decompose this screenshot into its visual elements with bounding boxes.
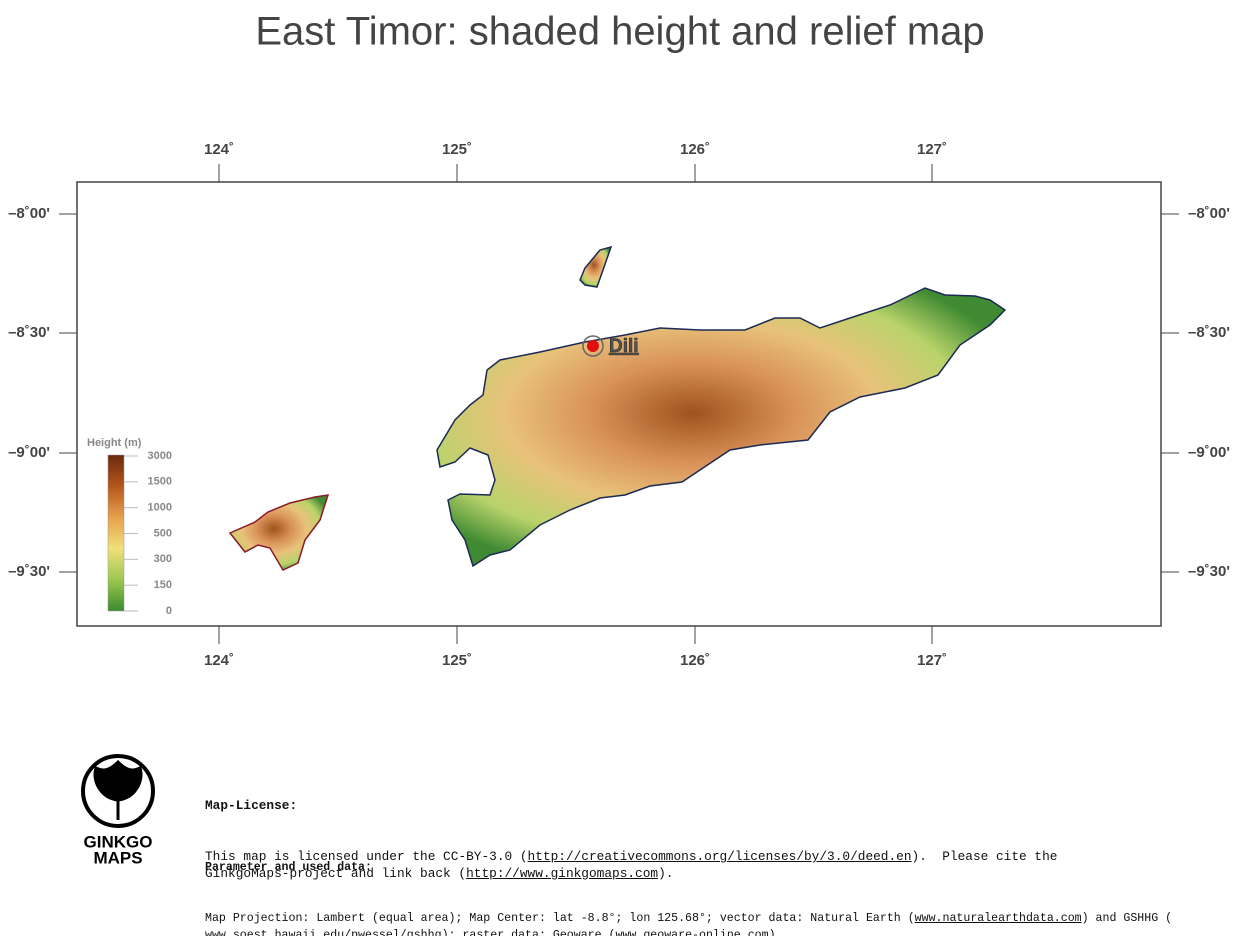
text-segment: ).	[658, 866, 674, 881]
oecusse-exclave	[228, 494, 330, 571]
lon-label: 124˚	[204, 141, 234, 158]
lat-label: –8˚30'	[8, 324, 50, 341]
license-block: Map-License: This map is licensed under …	[205, 763, 1057, 899]
license-title: Map-License:	[205, 798, 298, 813]
legend-label: 0	[166, 605, 172, 617]
legend-label: 3000	[148, 450, 172, 462]
lat-label: –8˚00'	[1188, 205, 1230, 222]
parameter-text: Map Projection: Lambert (equal area); Ma…	[205, 910, 1172, 936]
map-title: East Timor: shaded height and relief map	[255, 10, 984, 54]
text-line: GinkgoMaps-project and link back (http:/…	[205, 865, 1057, 882]
capital-marker	[587, 340, 599, 352]
text-line: www.soest.hawaii.edu/pwessel/gshhg); ras…	[205, 927, 1172, 936]
text-segment: ).	[768, 929, 783, 936]
link[interactable]: www.naturalearthdata.com	[914, 912, 1082, 925]
lat-label: –9˚30'	[1188, 563, 1230, 580]
parameter-title: Parameter and used data:	[205, 861, 372, 874]
lon-label: 125˚	[442, 652, 472, 669]
main-island	[436, 287, 1007, 568]
link[interactable]: http://creativecommons.org/licenses/by/3…	[527, 849, 912, 864]
legend-label: 1000	[148, 502, 172, 514]
logo-text: GINKGO	[84, 832, 153, 851]
legend-label: 500	[154, 527, 172, 539]
parameter-block: Parameter and used data: Map Projection:…	[205, 825, 1172, 936]
city-label: Dili	[609, 336, 639, 357]
legend-color-bar	[107, 454, 125, 612]
lon-label: 124˚	[204, 652, 234, 669]
lon-label: 126˚	[680, 652, 710, 669]
map-ticks: 124˚ 124˚ 125˚ 125˚ 126˚ 126˚ 127˚ 127˚ –8˚00' –8…	[8, 141, 1230, 669]
lon-label: 126˚	[680, 141, 710, 158]
legend-label: 150	[154, 579, 172, 591]
text-segment: Map Projection: Lambert (equal area); Ma…	[205, 912, 915, 925]
capital-ring	[582, 335, 604, 357]
logo-text: MAPS	[93, 848, 142, 867]
text-segment: ). Please cite the	[911, 849, 1058, 864]
legend-label: 1500	[148, 476, 172, 488]
lat-label: –9˚00'	[8, 444, 50, 461]
text-segment: This map is licensed under the CC-BY-3.0…	[205, 849, 528, 864]
lat-label: –8˚00'	[8, 205, 50, 222]
lat-label: –8˚30'	[1188, 324, 1230, 341]
legend-title: Height (m)	[87, 437, 142, 449]
lon-label: 127˚	[917, 141, 947, 158]
link[interactable]: http://www.ginkgomaps.com	[466, 866, 659, 881]
legend-label: 300	[154, 553, 172, 565]
license-text: This map is licensed under the CC-BY-3.0…	[205, 848, 1057, 882]
lon-label: 125˚	[442, 141, 472, 158]
lat-label: –9˚00'	[1188, 444, 1230, 461]
text-line: This map is licensed under the CC-BY-3.0…	[205, 848, 1057, 865]
lon-label: 127˚	[917, 652, 947, 669]
lat-label: –9˚30'	[8, 563, 50, 580]
atauro-island	[579, 245, 613, 288]
text-segment: ) and GSHHG (	[1081, 912, 1173, 925]
link[interactable]: www.soest.hawaii.edu/pwessel/gshhg	[205, 929, 442, 936]
text-segment: GinkgoMaps-project and link back (	[205, 866, 467, 881]
text-line: Map Projection: Lambert (equal area); Ma…	[205, 910, 1172, 927]
text-segment: ); raster data: Geoware (	[441, 929, 616, 936]
logo-leaf	[93, 759, 143, 820]
link[interactable]: www.geoware-online.com	[615, 929, 769, 936]
